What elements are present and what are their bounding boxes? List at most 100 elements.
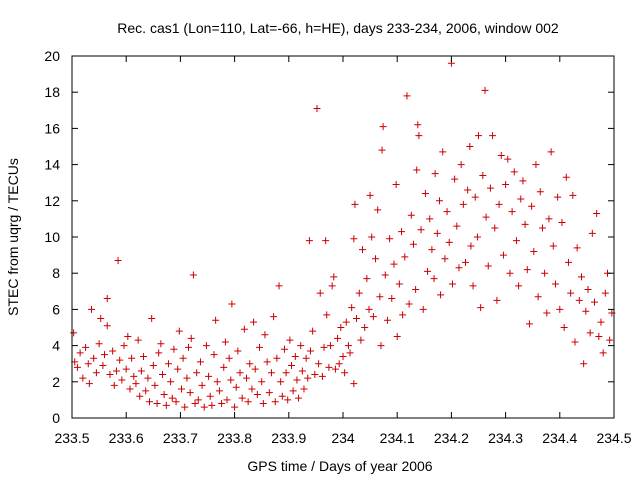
data-point: [390, 260, 398, 268]
data-point: [415, 132, 423, 140]
data-point: [280, 345, 288, 353]
data-point: [580, 360, 588, 368]
data-point: [284, 396, 292, 404]
data-point: [606, 336, 614, 344]
data-point: [187, 334, 195, 342]
x-tick-label: 233.9: [271, 430, 306, 446]
data-point: [153, 400, 161, 408]
data-point: [157, 340, 165, 348]
data-point: [433, 229, 441, 237]
chart-title: Rec. cas1 (Lon=110, Lat=-66, h=HE), days…: [117, 20, 559, 36]
data-point: [508, 208, 516, 216]
data-point: [588, 229, 596, 237]
data-point: [323, 311, 331, 319]
data-point: [151, 381, 159, 389]
data-point: [263, 358, 271, 366]
data-point: [381, 271, 389, 279]
data-point: [471, 193, 479, 201]
data-point: [586, 329, 594, 337]
data-point: [517, 195, 525, 203]
data-point: [523, 266, 531, 274]
data-point: [244, 398, 252, 406]
data-point: [342, 318, 350, 326]
data-point: [435, 197, 443, 205]
data-point: [186, 389, 194, 397]
data-point: [70, 329, 78, 337]
data-point: [97, 314, 105, 322]
data-point: [365, 305, 373, 313]
data-point: [273, 354, 281, 362]
data-point: [590, 298, 598, 306]
data-point: [502, 181, 510, 189]
data-point: [99, 362, 107, 370]
data-point: [144, 374, 152, 382]
data-point: [482, 213, 490, 221]
data-point: [325, 363, 333, 371]
data-point: [270, 313, 278, 321]
data-point: [112, 367, 120, 375]
data-point: [337, 324, 345, 331]
data-point: [120, 342, 128, 350]
data-point: [368, 233, 376, 241]
y-tick-label: 16: [44, 120, 60, 136]
data-point: [298, 367, 306, 375]
data-point: [528, 202, 536, 210]
data-point: [453, 222, 461, 230]
data-point: [137, 367, 145, 375]
x-tick-label: 234.3: [488, 430, 523, 446]
data-point: [304, 374, 312, 382]
data-point: [414, 121, 422, 129]
data-point: [413, 166, 421, 174]
data-point: [243, 374, 251, 382]
data-point: [383, 316, 391, 324]
data-point: [506, 269, 514, 277]
data-point: [334, 334, 342, 342]
data-point: [231, 403, 239, 411]
data-point: [601, 289, 609, 297]
data-points: [70, 59, 616, 411]
data-point: [79, 374, 87, 382]
data-point: [455, 264, 463, 272]
data-point: [109, 347, 117, 355]
x-tick-label: 233.8: [217, 430, 252, 446]
data-point: [560, 324, 568, 331]
data-point: [234, 347, 242, 355]
data-point: [451, 175, 459, 183]
data-point: [547, 148, 555, 156]
data-point: [439, 148, 447, 156]
data-point: [278, 392, 286, 400]
data-point: [355, 289, 363, 297]
data-point: [246, 360, 254, 368]
data-point: [318, 372, 326, 380]
data-point: [322, 237, 330, 245]
data-point: [534, 293, 542, 301]
data-point: [558, 219, 566, 227]
data-point: [148, 314, 156, 322]
data-point: [519, 177, 527, 185]
data-point: [374, 206, 382, 214]
data-point: [405, 300, 413, 308]
data-point: [493, 296, 501, 304]
data-point: [393, 333, 401, 341]
data-point: [353, 314, 361, 322]
data-point: [172, 398, 180, 406]
data-point: [431, 170, 439, 178]
x-tick-label: 234.2: [434, 430, 469, 446]
data-point: [386, 235, 394, 243]
y-tick-label: 6: [52, 301, 60, 317]
data-point: [212, 316, 220, 324]
data-point: [443, 208, 451, 216]
data-point: [124, 333, 132, 341]
data-point: [106, 371, 114, 379]
data-point: [253, 390, 261, 398]
data-point: [114, 257, 122, 265]
data-point: [92, 369, 100, 377]
data-point: [330, 273, 338, 281]
x-axis-ticks: 233.5 233.6 233.7 233.8 233.9 234 234.1 234.2 23…: [54, 56, 632, 446]
data-point: [168, 394, 176, 402]
data-point: [421, 190, 429, 198]
data-point: [473, 233, 481, 241]
data-point: [250, 318, 258, 326]
y-tick-label: 20: [44, 48, 60, 64]
data-point: [177, 385, 185, 393]
